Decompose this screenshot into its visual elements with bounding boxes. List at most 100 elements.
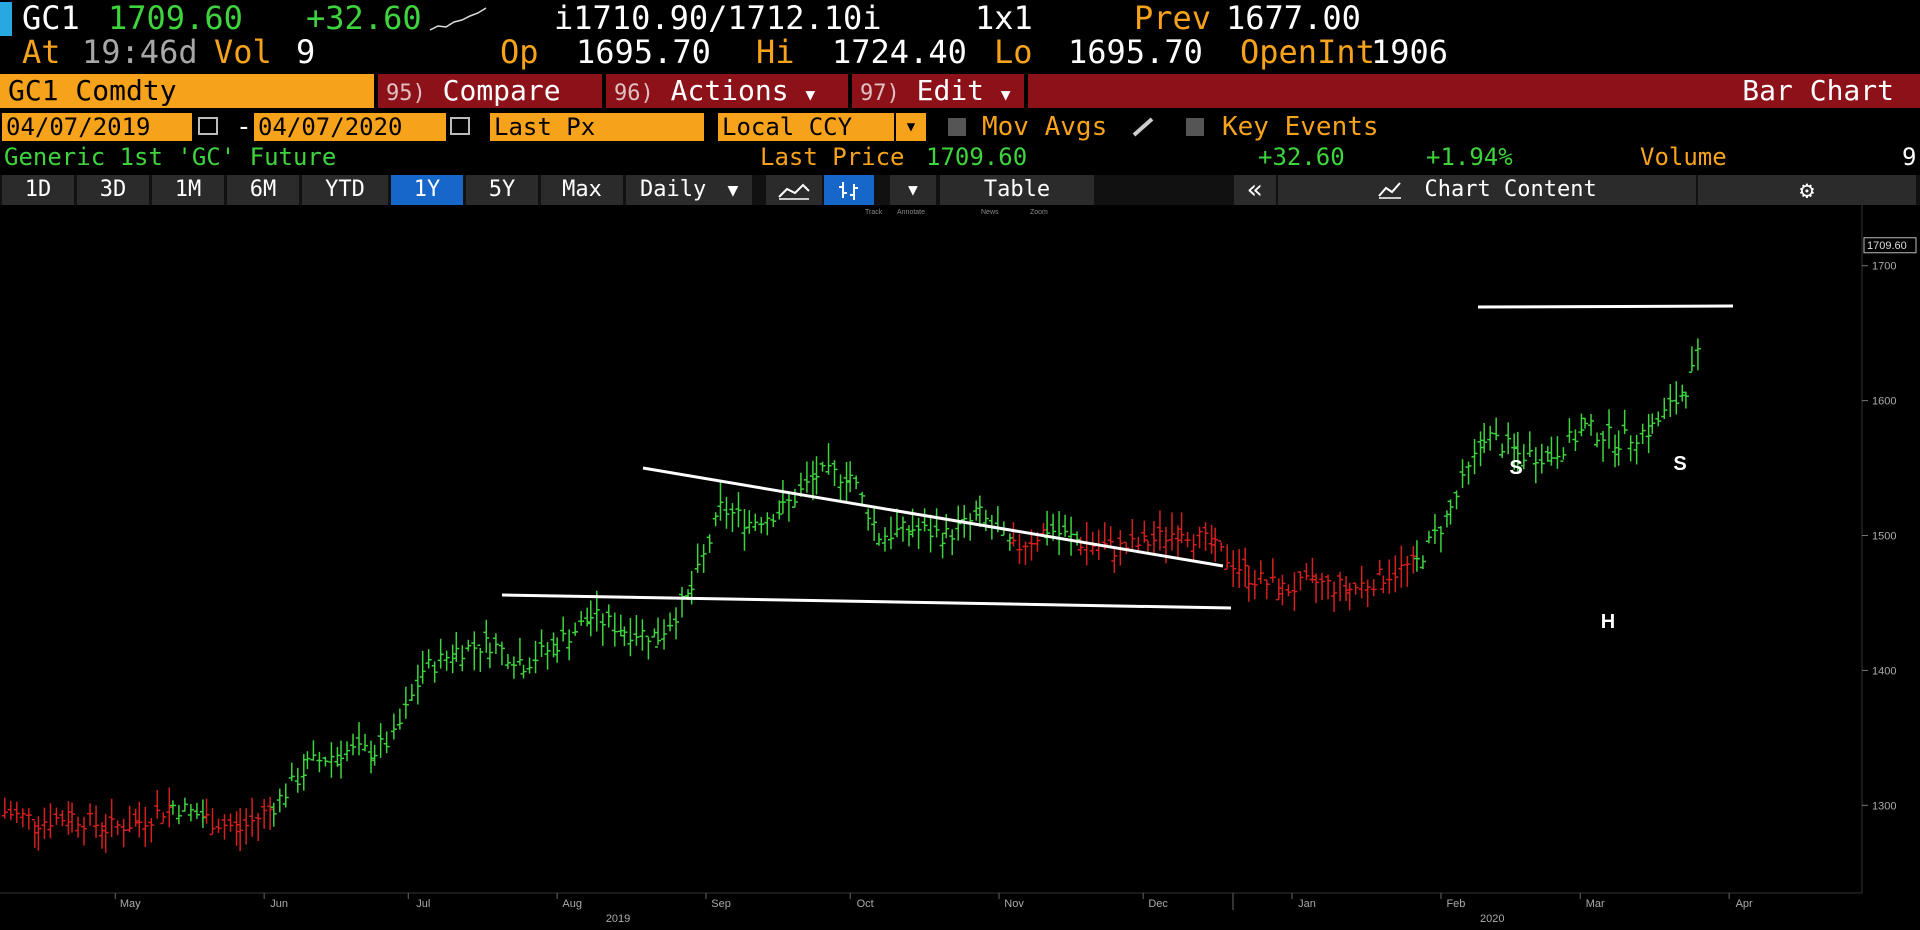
table-button[interactable]: Table [940,175,1094,205]
actions-label: Actions [670,74,789,107]
at-label: At [22,33,61,71]
calendar-icon[interactable] [198,117,218,135]
y-tick-label: 1400 [1872,665,1896,677]
collapse-button[interactable]: « [1234,175,1276,205]
trendlines [501,304,1734,610]
y-tick-label: 1500 [1872,531,1896,543]
security-field[interactable]: GC1 Comdty [0,74,374,108]
edit-button[interactable]: 97) Edit ▼ [852,74,1024,108]
annotation-right-shoulder: S [1673,453,1686,475]
quote-time: 19:46d [82,33,198,71]
high-value: 1724.40 [832,33,967,71]
volume-value: 9 [1902,143,1917,171]
x-month-label: Aug [562,898,582,910]
chart-content-label: Chart Content [1424,177,1597,202]
annotate-tool[interactable]: Annotate [897,209,925,216]
pct-change-value: +1.94% [1426,143,1513,171]
gear-icon[interactable]: ⚙ [1698,175,1916,205]
y-tick-label: 1600 [1872,396,1896,408]
range-6m[interactable]: 6M [227,175,299,205]
key-events-checkbox[interactable] [1186,118,1204,136]
chevron-down-icon: ▼ [805,85,816,104]
range-1m[interactable]: 1M [152,175,224,205]
last-price-axis-label: 1709.60 [1867,240,1907,252]
range-1d[interactable]: 1D [2,175,74,205]
y-tick-label: 1700 [1872,261,1896,273]
x-month-label: Mar [1586,898,1605,910]
change: +32.60 [306,0,422,37]
zoom-tool[interactable]: Zoom [1030,209,1048,216]
field-select[interactable]: Last Px [490,113,704,141]
range-3d[interactable]: 3D [77,175,149,205]
last-price-axis-box [1863,237,1917,254]
x-month-label: Apr [1736,898,1753,910]
price-chart[interactable]: Track Annotate News Zoom S H S 1300 1400 1… [0,205,1920,926]
bar-chart-icon[interactable] [824,175,874,205]
annotation-left-shoulder: S [1509,457,1522,479]
chart-area[interactable]: Track Annotate News Zoom S H S 1300 1400 1… [0,205,1920,926]
chart-content-icon [1378,182,1402,199]
high-label: Hi [756,33,795,71]
compare-button[interactable]: 95) Compare [378,74,602,108]
news-tool[interactable]: News [981,209,999,216]
compare-number: 95) [386,81,426,106]
x-month-label: Feb [1446,898,1465,910]
last-price-value: 1709.60 [926,143,1028,171]
annotation-head: H [1601,611,1615,633]
period-label: Daily [640,177,707,202]
period-select[interactable]: Daily ▼ [626,175,752,205]
end-date-input[interactable]: 04/07/2020 [254,113,446,141]
chart-type-label: Bar Chart [1742,74,1894,107]
chevron-down-icon[interactable]: ▼ [890,175,936,205]
last-price-label: Last Price [760,143,905,171]
x-year-label: 2020 [1480,913,1504,925]
open-label: Op [500,33,539,71]
volume-label: Volume [1640,143,1727,171]
actions-button[interactable]: 96) Actions ▼ [606,74,848,108]
last-price: 1709.60 [108,0,243,37]
calendar-icon[interactable] [450,117,470,135]
chart-content-button[interactable]: Chart Content [1278,175,1696,205]
x-month-label: May [120,898,141,910]
x-month-label: Jan [1298,898,1316,910]
range-5y[interactable]: 5Y [466,175,538,205]
mov-avgs-label: Mov Avgs [982,112,1108,142]
chevron-down-icon: ▼ [1000,85,1011,104]
line-chart-icon[interactable] [766,175,822,205]
chevron-down-icon: ▼ [727,180,739,201]
compare-label: Compare [442,74,561,107]
currency-select[interactable]: Local CCY [718,113,894,141]
range-max[interactable]: Max [541,175,623,205]
open-interest-value: 1906 [1371,33,1449,71]
range-ytd[interactable]: YTD [302,175,388,205]
start-date-input[interactable]: 04/07/2019 [2,113,192,141]
pencil-icon[interactable] [1130,116,1156,138]
chevron-down-icon[interactable]: ▼ [896,113,926,141]
bid-ask-size: 1x1 [975,0,1033,37]
key-events-label: Key Events [1222,112,1379,142]
x-month-label: Oct [857,898,874,910]
vol-value: 9 [296,33,316,71]
vol-label: Vol [214,33,272,71]
neckline [1477,304,1734,309]
track-tool[interactable]: Track [865,209,883,216]
x-month-label: Jun [270,898,288,910]
range-1y[interactable]: 1Y [391,175,463,205]
x-month-label: Sep [711,898,731,910]
prev-value: 1677.00 [1226,0,1361,37]
sparkline-icon [429,7,487,31]
ticker: GC1 [22,0,80,37]
mov-avgs-checkbox[interactable] [948,118,966,136]
edit-label: Edit [916,74,985,107]
trendline-lower [501,593,1232,610]
edit-number: 97) [860,81,900,106]
y-tick-label: 1300 [1872,800,1896,812]
low-label: Lo [994,33,1033,71]
x-year-label: 2019 [606,913,630,925]
trendline-upper [642,466,1224,568]
actions-number: 96) [614,81,654,106]
open-value: 1695.70 [576,33,711,71]
change-value: +32.60 [1258,143,1345,171]
prev-label: Prev [1134,0,1212,37]
x-month-label: Dec [1148,898,1168,910]
